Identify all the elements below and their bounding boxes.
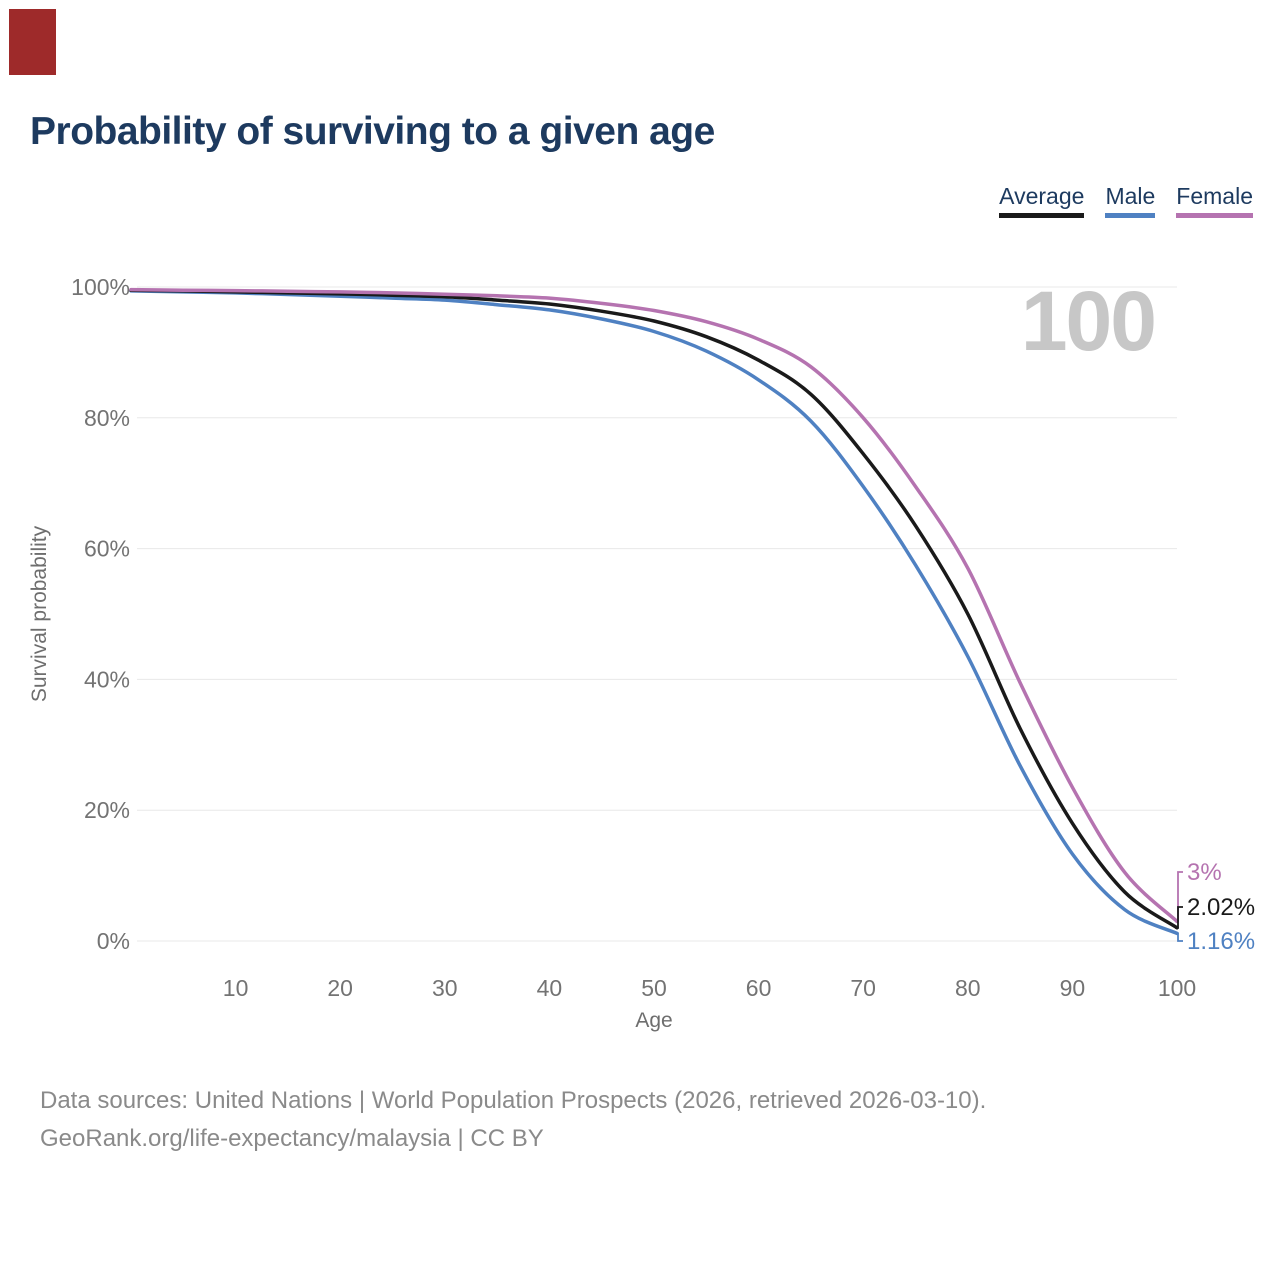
- legend: Average Male Female: [999, 183, 1253, 219]
- svg-text:30: 30: [432, 975, 458, 1001]
- svg-text:60%: 60%: [84, 536, 130, 562]
- svg-text:50: 50: [641, 975, 667, 1001]
- footer-line-2: GeoRank.org/life-expectancy/malaysia | C…: [40, 1125, 544, 1152]
- x-axis-title: Age: [635, 1009, 672, 1032]
- svg-text:40%: 40%: [84, 666, 130, 692]
- legend-label-average: Average: [999, 183, 1085, 209]
- svg-text:20%: 20%: [84, 797, 130, 823]
- legend-item-female[interactable]: Female: [1176, 183, 1253, 219]
- legend-label-male: Male: [1105, 183, 1156, 209]
- svg-text:20: 20: [327, 975, 353, 1001]
- y-axis-title: Survival probability: [28, 525, 51, 702]
- y-axis-tick-labels: 100% 80% 60% 40% 20% 0%: [71, 274, 130, 954]
- red-marker-square: [9, 9, 56, 75]
- svg-text:60: 60: [746, 975, 772, 1001]
- legend-label-female: Female: [1176, 183, 1253, 209]
- svg-text:1.16%: 1.16%: [1187, 928, 1255, 955]
- legend-color-bar-female: [1176, 213, 1253, 219]
- svg-text:2.02%: 2.02%: [1187, 894, 1255, 921]
- svg-text:40: 40: [537, 975, 563, 1001]
- svg-text:3%: 3%: [1187, 859, 1222, 886]
- svg-text:100%: 100%: [71, 274, 130, 300]
- watermark-age-100: 100: [1021, 274, 1155, 368]
- svg-text:10: 10: [223, 975, 249, 1001]
- page-title: Probability of surviving to a given age: [30, 110, 715, 153]
- legend-item-male[interactable]: Male: [1105, 183, 1156, 219]
- gridlines: [137, 286, 1177, 942]
- footer: Data sources: United Nations | World Pop…: [40, 1082, 986, 1158]
- legend-item-average[interactable]: Average: [999, 183, 1085, 219]
- svg-text:70: 70: [850, 975, 876, 1001]
- series-end-labels: 3% 2.02% 1.16%: [1175, 859, 1255, 955]
- svg-text:80%: 80%: [84, 405, 130, 431]
- svg-text:0%: 0%: [97, 928, 130, 954]
- svg-text:90: 90: [1060, 975, 1086, 1001]
- svg-text:100: 100: [1158, 975, 1196, 1001]
- x-axis-tick-labels: 10 20 30 40 50 60 70 80 90 100: [223, 975, 1196, 1001]
- series-lines: [129, 287, 1179, 936]
- legend-color-bar-male: [1105, 213, 1156, 219]
- svg-text:80: 80: [955, 975, 981, 1001]
- footer-line-1: Data sources: United Nations | World Pop…: [40, 1087, 987, 1114]
- legend-color-bar-average: [999, 213, 1085, 219]
